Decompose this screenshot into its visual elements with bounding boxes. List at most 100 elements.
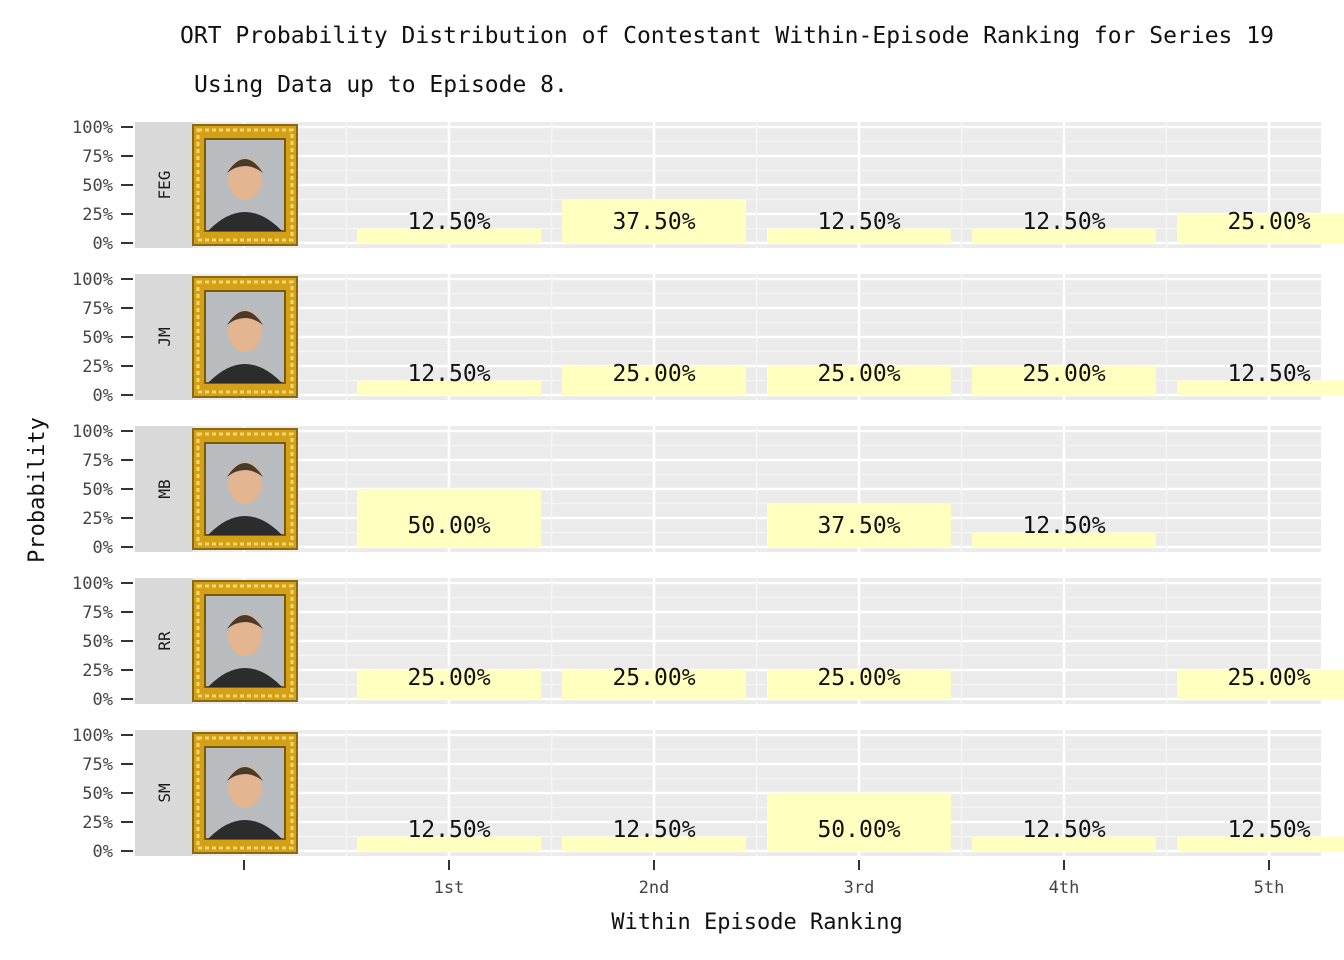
hair [227, 767, 263, 781]
facet-strip [135, 578, 193, 704]
bar-feg-3rd [767, 228, 951, 243]
y-tick-label: 75% [82, 755, 113, 775]
torso [208, 516, 282, 535]
data-label: 25.00% [817, 361, 900, 387]
bar-rr-5th [1177, 670, 1344, 699]
hair [227, 311, 263, 325]
torso [208, 212, 282, 231]
facet-strip [135, 730, 193, 856]
bar-feg-1st [357, 228, 541, 243]
chart-title: ORT Probability Distribution of Contesta… [180, 23, 1274, 49]
bar-sm-4th [972, 836, 1156, 851]
facet-sm: 0% 25% 50% 75% 100% 12.50% 12.50% 50.00% 12.50% 1… [72, 726, 1344, 862]
y-tick-label: 0% [93, 842, 113, 862]
portrait [192, 276, 298, 398]
torso [208, 364, 282, 383]
face [228, 766, 262, 808]
x-tick-label-2nd: 2nd [639, 878, 670, 898]
bar-feg-5th [1177, 214, 1344, 243]
bar-sm-5th [1177, 836, 1344, 851]
data-label: 12.50% [1227, 361, 1310, 387]
x-axis-title: Within Episode Ranking [611, 910, 902, 935]
facet-mb: 0% 25% 50% 75% 100% 50.00% 37.50% 12.50% MB [72, 422, 1321, 558]
y-tick-label: 50% [82, 328, 113, 348]
portrait [192, 580, 298, 702]
data-label: 12.50% [407, 817, 490, 843]
data-label: 37.50% [612, 209, 695, 235]
data-label: 12.50% [1022, 817, 1105, 843]
data-label: 12.50% [407, 209, 490, 235]
data-label: 25.00% [612, 361, 695, 387]
chart-subtitle: Using Data up to Episode 8. [194, 72, 568, 98]
y-tick-label: 75% [82, 451, 113, 471]
facet-strip-label: SM [155, 783, 174, 802]
facet-strip-label: JM [155, 327, 174, 346]
bar-sm-1st [357, 836, 541, 851]
x-axis: 1st 2nd 3rd 4th 5th [243, 860, 1285, 898]
face [228, 614, 262, 656]
data-label: 12.50% [612, 817, 695, 843]
torso [208, 820, 282, 839]
bar-feg-2nd [562, 199, 746, 243]
bar-mb-3rd [767, 503, 951, 547]
bar-rr-3rd [767, 670, 951, 699]
y-tick-label: 100% [72, 574, 113, 594]
frame-ornament [196, 736, 294, 850]
y-tick-label: 50% [82, 480, 113, 500]
data-label: 12.50% [817, 209, 900, 235]
y-tick-label: 100% [72, 422, 113, 442]
facet-strip-label: MB [155, 479, 174, 498]
frame-ornament [196, 584, 294, 698]
data-label: 25.00% [817, 665, 900, 691]
frame-ornament [196, 432, 294, 546]
facet-strip [135, 122, 193, 248]
y-tick-label: 75% [82, 603, 113, 623]
y-tick-label: 0% [93, 538, 113, 558]
x-tick-label-3rd: 3rd [844, 878, 875, 898]
hair [227, 159, 263, 173]
y-axis-title: Probability [25, 417, 50, 563]
data-label: 50.00% [407, 513, 490, 539]
y-tick-label: 100% [72, 726, 113, 746]
data-label: 25.00% [1227, 665, 1310, 691]
bar-jm-5th [1177, 380, 1344, 395]
portrait [192, 124, 298, 246]
data-label: 25.00% [407, 665, 490, 691]
portrait [192, 428, 298, 550]
data-label: 25.00% [1022, 361, 1105, 387]
face [228, 310, 262, 352]
facet-feg: 0% 25% 50% 75% 100% 12.50% 37.50% 12.50% 12.50% 2… [72, 118, 1344, 254]
facet-strip-label: RR [155, 631, 174, 651]
y-tick-label: 50% [82, 176, 113, 196]
y-tick-label: 0% [93, 690, 113, 710]
y-tick-label: 100% [72, 270, 113, 290]
data-label: 50.00% [817, 817, 900, 843]
y-tick-label: 75% [82, 147, 113, 167]
y-tick-label: 50% [82, 784, 113, 804]
hair [227, 463, 263, 477]
facet-strip-label: FEG [155, 171, 174, 200]
bar-mb-1st [357, 489, 541, 547]
facet-rr: 0% 25% 50% 75% 100% 25.00% 25.00% 25.00% 25.00% R… [72, 574, 1344, 710]
data-label: 12.50% [1227, 817, 1310, 843]
bar-sm-2nd [562, 836, 746, 851]
y-tick-label: 75% [82, 299, 113, 319]
y-tick-label: 0% [93, 386, 113, 406]
y-tick-label: 25% [82, 357, 113, 377]
data-label: 37.50% [817, 513, 900, 539]
facet-strip [135, 274, 193, 400]
hair [227, 615, 263, 629]
bar-jm-2nd [562, 366, 746, 395]
frame-ornament [196, 128, 294, 242]
y-tick-label: 100% [72, 118, 113, 138]
facet-jm: 0% 25% 50% 75% 100% 12.50% 25.00% 25.00% 25.00% 1… [72, 270, 1344, 406]
x-tick-label-4th: 4th [1049, 878, 1080, 898]
x-tick-label-5th: 5th [1254, 878, 1285, 898]
bar-jm-1st [357, 380, 541, 395]
bar-feg-4th [972, 228, 1156, 243]
y-tick-label: 25% [82, 661, 113, 681]
data-label: 25.00% [612, 665, 695, 691]
y-tick-label: 0% [93, 234, 113, 254]
face [228, 462, 262, 504]
